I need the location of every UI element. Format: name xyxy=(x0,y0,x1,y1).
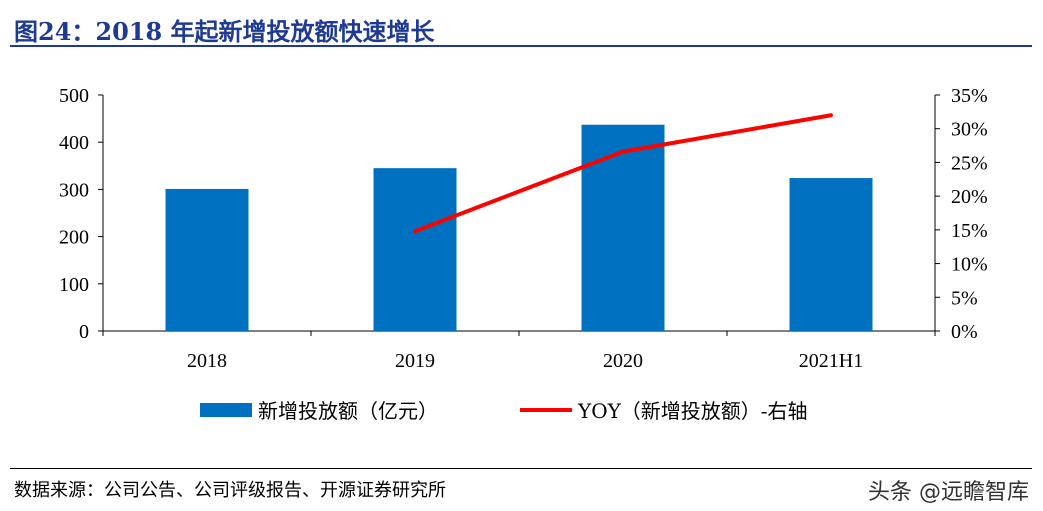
right-tick-label: 25% xyxy=(951,152,988,174)
right-tick-label: 10% xyxy=(951,254,988,276)
left-tick-label: 100 xyxy=(59,274,89,296)
right-tick-label: 20% xyxy=(951,186,988,208)
right-tick-label: 15% xyxy=(951,220,988,242)
x-tick-label: 2019 xyxy=(395,350,435,372)
title-divider xyxy=(10,45,1032,47)
legend-line-label: YOY（新增投放额）-右轴 xyxy=(577,399,808,423)
source-note: 数据来源：公司公告、公司评级报告、开源证券研究所 xyxy=(14,480,446,501)
right-tick-label: 5% xyxy=(951,287,978,309)
watermark: 头条 @远瞻智库 xyxy=(868,480,1029,505)
x-tick-label: 2020 xyxy=(603,350,643,372)
source-divider xyxy=(10,468,1032,469)
legend-bar-swatch xyxy=(200,403,252,417)
left-tick-label: 300 xyxy=(59,179,89,201)
bar-2020 xyxy=(581,124,665,332)
right-tick-label: 0% xyxy=(951,321,978,343)
x-tick-label: 2021H1 xyxy=(799,350,863,372)
left-tick-label: 500 xyxy=(59,85,89,107)
bar-2021H1 xyxy=(789,178,873,331)
left-tick-label: 400 xyxy=(59,132,89,154)
bar-2019 xyxy=(373,168,457,331)
right-tick-label: 30% xyxy=(951,119,988,141)
left-tick-label: 0 xyxy=(79,321,89,343)
figure-title: 图24：2018 年起新增投放额快速增长 xyxy=(14,17,435,46)
x-tick-label: 2018 xyxy=(187,350,227,372)
left-tick-label: 200 xyxy=(59,227,89,249)
bar-2018 xyxy=(165,188,249,331)
chart: 0 100 200 300 400 500 0% 5% 10% 15% 20% 25% 30% 35% 20… xyxy=(59,85,988,423)
legend-bar-label: 新增投放额（亿元） xyxy=(258,399,438,423)
right-tick-label: 35% xyxy=(951,85,988,107)
